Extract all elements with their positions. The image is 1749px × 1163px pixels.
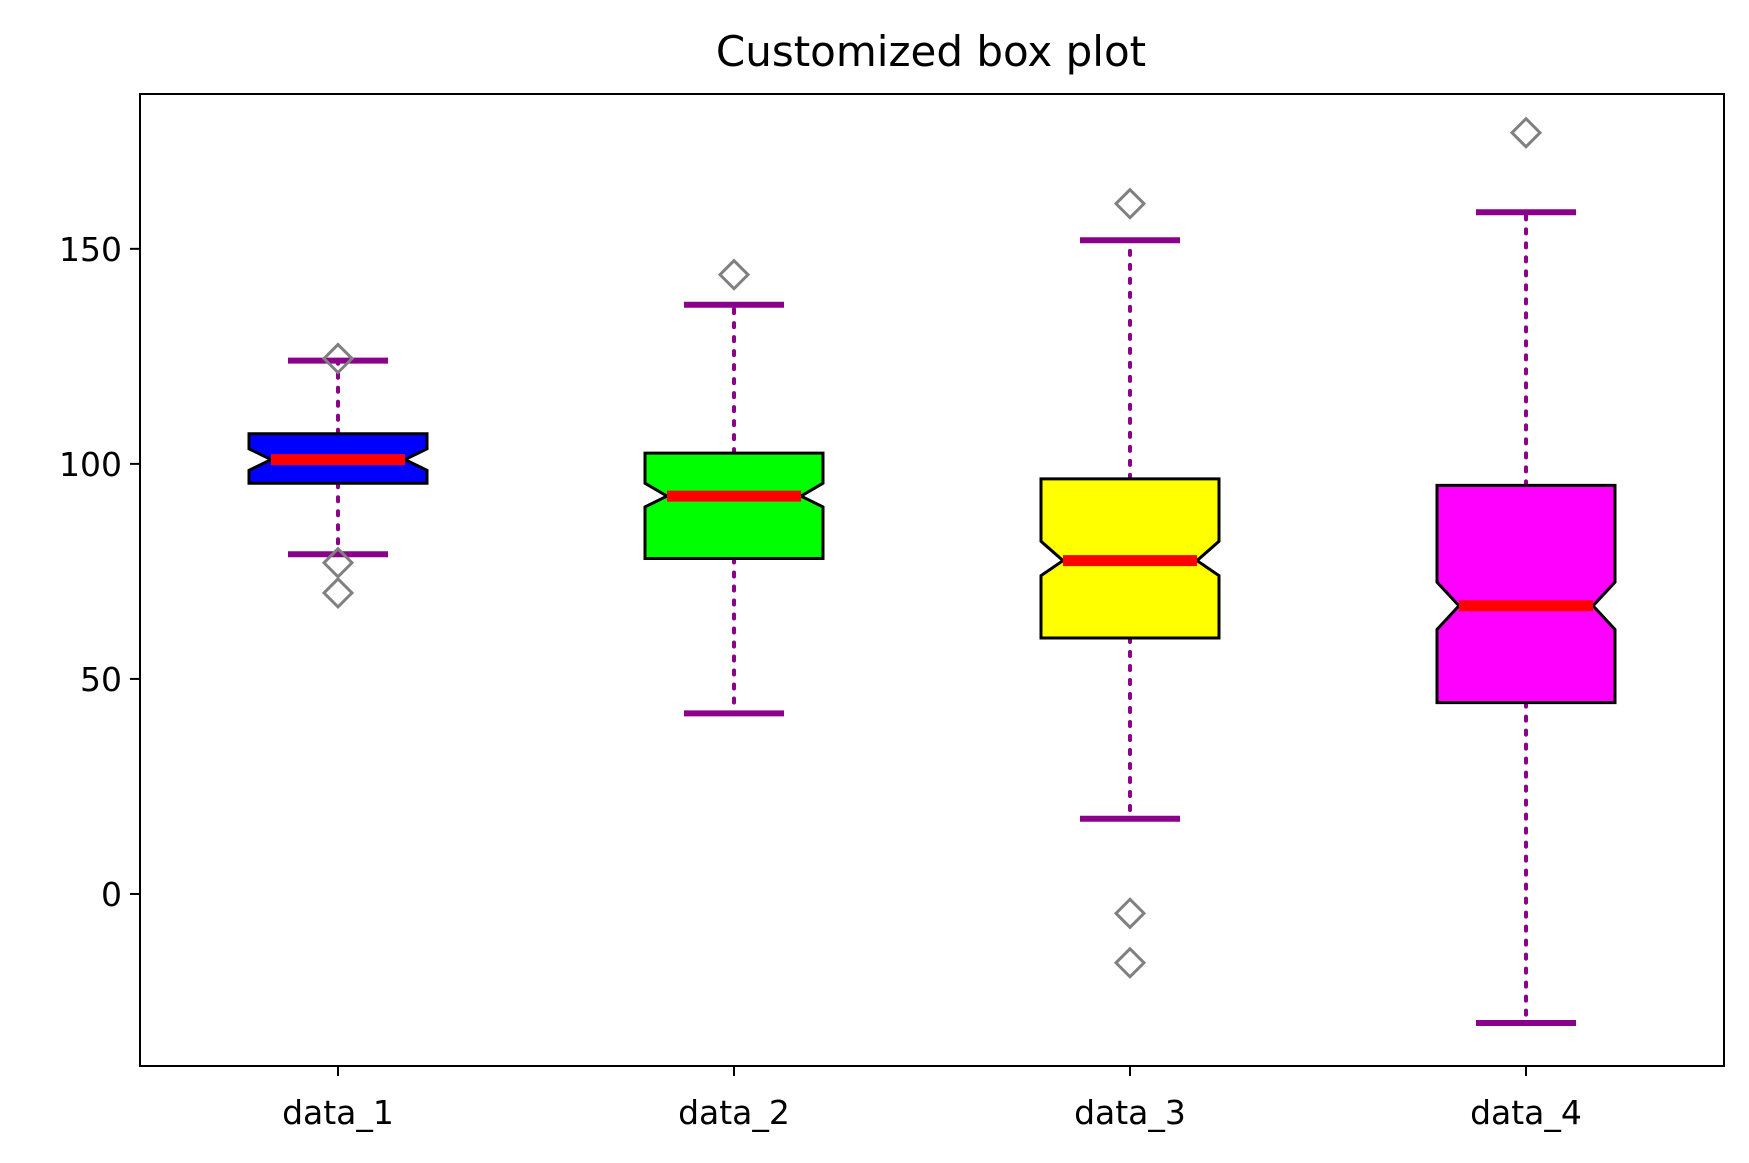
outlier-marker	[321, 342, 355, 375]
axes: data_1 data_2 data_3 data_4 0 50 100 150	[59, 230, 1582, 1132]
y-tick-label: 100	[59, 445, 122, 484]
y-tick-label: 150	[59, 230, 122, 269]
box-body	[643, 451, 825, 560]
outlier-marker	[1113, 946, 1147, 979]
x-tick-label: data_2	[678, 1093, 790, 1132]
x-tick-label: data_3	[1074, 1093, 1186, 1132]
y-tick-label: 50	[80, 660, 122, 699]
box-group-data_2	[643, 258, 825, 717]
outlier-marker	[321, 576, 355, 610]
x-tick-label: data_1	[282, 1093, 394, 1132]
x-tick-label: data_4	[1470, 1093, 1582, 1132]
outlier-marker	[1509, 116, 1543, 149]
outlier-marker	[1113, 187, 1147, 220]
box-group-data_3	[1039, 187, 1221, 979]
y-tick-label: 0	[101, 875, 122, 914]
chart-title: Customized box plot	[716, 27, 1146, 76]
axes-frame	[139, 93, 1725, 1067]
box-body	[1435, 483, 1617, 705]
plot-area	[247, 116, 1617, 1026]
box-group-data_1	[247, 342, 429, 610]
outlier-marker	[1113, 897, 1147, 930]
box-group-data_4	[1435, 116, 1617, 1026]
outlier-marker	[717, 258, 751, 291]
